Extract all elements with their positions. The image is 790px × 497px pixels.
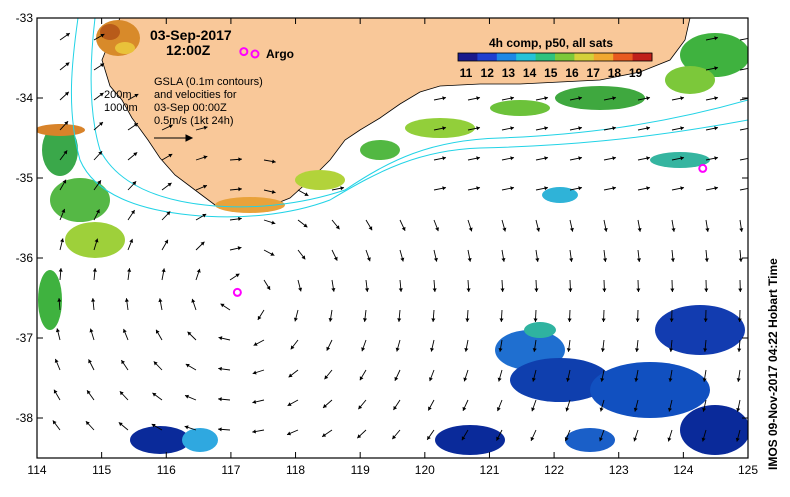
colorbar-segment bbox=[613, 53, 633, 61]
x-tick-label: 117 bbox=[221, 463, 240, 477]
x-tick-label: 123 bbox=[609, 463, 629, 477]
colorbar-tick-label: 11 bbox=[460, 66, 473, 80]
x-tick-label: 122 bbox=[544, 463, 564, 477]
legend-line-1: GSLA (0.1m contours) bbox=[154, 76, 263, 88]
map-date: 03-Sep-2017 bbox=[150, 27, 232, 43]
depth-200-label: 200m bbox=[104, 89, 132, 101]
argo-float-marker bbox=[234, 289, 241, 296]
colorbar-tick-label: 17 bbox=[587, 66, 601, 80]
colorbar-segment bbox=[555, 53, 575, 61]
depth-1000-label: 1000m bbox=[104, 102, 138, 114]
colorbar-segment bbox=[458, 53, 478, 61]
x-tick-label: 120 bbox=[415, 463, 435, 477]
colorbar-segment bbox=[516, 53, 536, 61]
colorbar-segment bbox=[574, 53, 594, 61]
argo-legend-label: Argo bbox=[266, 47, 294, 61]
colorbar-tick-label: 16 bbox=[565, 66, 579, 80]
colorbar bbox=[458, 53, 653, 61]
colorbar-segment bbox=[536, 53, 556, 61]
x-tick-label: 118 bbox=[286, 463, 305, 477]
y-tick-label: -37 bbox=[16, 331, 34, 345]
colorbar-segment bbox=[477, 53, 497, 61]
x-tick-label: 119 bbox=[351, 463, 370, 477]
x-tick-label: 115 bbox=[92, 463, 111, 477]
colorbar-tick-label: 12 bbox=[481, 66, 495, 80]
colorbar-segment bbox=[594, 53, 614, 61]
x-tick-label: 121 bbox=[479, 463, 499, 477]
colorbar-tick-label: 18 bbox=[608, 66, 622, 80]
argo-float-marker bbox=[699, 165, 706, 172]
x-tick-label: 125 bbox=[738, 463, 758, 477]
credit-label: IMOS 09-Nov-2017 04:22 Hobart Time bbox=[766, 258, 780, 470]
y-tick-label: -36 bbox=[16, 251, 34, 265]
colorbar-segment bbox=[497, 53, 517, 61]
y-tick-label: -38 bbox=[16, 411, 34, 425]
y-tick-label: -35 bbox=[16, 171, 34, 185]
y-tick-label: -33 bbox=[16, 11, 34, 25]
map-time: 12:00Z bbox=[166, 42, 211, 58]
x-tick-label: 114 bbox=[27, 463, 46, 477]
colorbar-tick-label: 13 bbox=[502, 66, 516, 80]
colorbar-title: 4h comp, p50, all sats bbox=[489, 36, 613, 50]
colorbar-tick-label: 15 bbox=[544, 66, 558, 80]
x-tick-label: 124 bbox=[673, 463, 693, 477]
colorbar-tick-label: 14 bbox=[523, 66, 537, 80]
y-tick-label: -34 bbox=[16, 91, 34, 105]
colorbar-ticks: 11 12 13 14 15 16 17 18 19 bbox=[460, 66, 643, 80]
colorbar-segment bbox=[633, 53, 653, 61]
colorbar-tick-label: 19 bbox=[629, 66, 643, 80]
x-tick-label: 116 bbox=[157, 463, 176, 477]
legend-line-3: 03-Sep 00:00Z bbox=[154, 102, 227, 114]
legend-line-2: and velocities for bbox=[154, 89, 237, 101]
legend-line-4: 0.5m/s (1kt 24h) bbox=[154, 115, 233, 127]
